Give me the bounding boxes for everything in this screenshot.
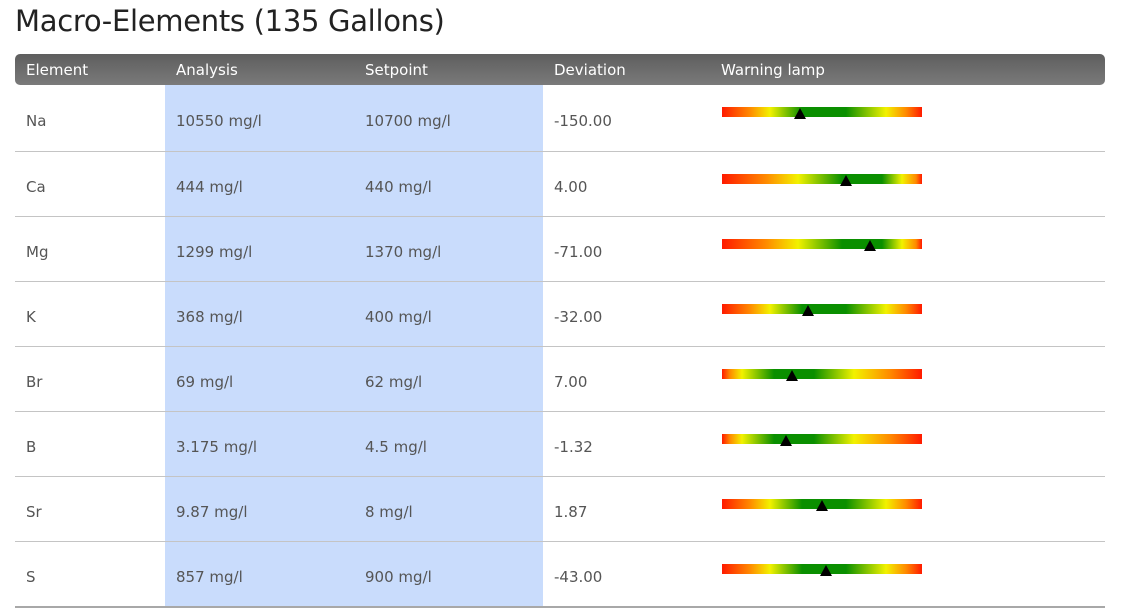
cell-deviation: -1.32 [543,411,710,477]
cell-analysis: 1299 mg/l [165,216,354,282]
table-row: Sr 9.87 mg/l 8 mg/l 1.87 [15,476,1105,542]
warning-lamp-graphic [722,174,922,186]
warning-lamp-graphic [722,304,922,316]
cell-analysis: 368 mg/l [165,281,354,347]
cell-deviation: -71.00 [543,216,710,282]
warning-lamp-gauge [722,434,922,446]
cell-element: B [15,411,165,477]
cell-setpoint: 1370 mg/l [354,216,543,282]
cell-warning-lamp [710,151,1105,217]
cell-element: S [15,541,165,608]
cell-setpoint: 4.5 mg/l [354,411,543,477]
column-header-setpoint[interactable]: Setpoint [354,54,543,85]
cell-deviation: 7.00 [543,346,710,412]
warning-lamp-marker-icon [802,305,814,316]
warning-lamp-bar [722,369,922,379]
table-row: Ca 444 mg/l 440 mg/l 4.00 [15,151,1105,217]
warning-lamp-gauge [722,239,922,251]
cell-warning-lamp [710,281,1105,347]
table-row: Na 10550 mg/l 10700 mg/l -150.00 [15,85,1105,152]
cell-setpoint: 400 mg/l [354,281,543,347]
warning-lamp-bar [722,304,922,314]
page-title: Macro-Elements (135 Gallons) [15,4,445,38]
warning-lamp-gauge [722,107,922,119]
column-header-deviation[interactable]: Deviation [543,54,710,85]
warning-lamp-graphic [722,369,922,381]
cell-warning-lamp [710,216,1105,282]
cell-analysis: 444 mg/l [165,151,354,217]
cell-setpoint: 900 mg/l [354,541,543,608]
warning-lamp-marker-icon [840,175,852,186]
cell-element: Mg [15,216,165,282]
warning-lamp-gauge [722,369,922,381]
cell-analysis: 3.175 mg/l [165,411,354,477]
cell-analysis: 10550 mg/l [165,85,354,152]
macro-elements-table: Element Analysis Setpoint Deviation Warn… [15,54,1105,608]
warning-lamp-graphic [722,239,922,251]
cell-element: Na [15,85,165,152]
cell-deviation: 1.87 [543,476,710,542]
warning-lamp-marker-icon [794,108,806,119]
warning-lamp-bar [722,564,922,574]
warning-lamp-graphic [722,107,922,119]
cell-element: Ca [15,151,165,217]
warning-lamp-marker-icon [786,370,798,381]
cell-deviation: -32.00 [543,281,710,347]
cell-deviation: 4.00 [543,151,710,217]
cell-element: Sr [15,476,165,542]
warning-lamp-graphic [722,434,922,446]
cell-setpoint: 8 mg/l [354,476,543,542]
cell-setpoint: 440 mg/l [354,151,543,217]
cell-element: Br [15,346,165,412]
warning-lamp-gauge [722,564,922,576]
cell-warning-lamp [710,85,1105,152]
cell-element: K [15,281,165,347]
warning-lamp-graphic [722,499,922,511]
cell-setpoint: 62 mg/l [354,346,543,412]
table-body: Na 10550 mg/l 10700 mg/l -150.00 Ca 444 mg/l 4… [15,85,1105,608]
cell-analysis: 857 mg/l [165,541,354,608]
cell-analysis: 9.87 mg/l [165,476,354,542]
table-header-row: Element Analysis Setpoint Deviation Warn… [15,54,1105,85]
column-header-analysis[interactable]: Analysis [165,54,354,85]
table-row: S 857 mg/l 900 mg/l -43.00 [15,541,1105,608]
cell-warning-lamp [710,476,1105,542]
warning-lamp-marker-icon [816,500,828,511]
cell-deviation: -43.00 [543,541,710,608]
warning-lamp-bar [722,174,922,184]
warning-lamp-marker-icon [780,435,792,446]
cell-warning-lamp [710,411,1105,477]
cell-warning-lamp [710,346,1105,412]
cell-analysis: 69 mg/l [165,346,354,412]
cell-deviation: -150.00 [543,85,710,152]
warning-lamp-bar [722,107,922,117]
table-row: Mg 1299 mg/l 1370 mg/l -71.00 [15,216,1105,282]
warning-lamp-gauge [722,499,922,511]
warning-lamp-bar [722,434,922,444]
column-header-warning-lamp[interactable]: Warning lamp [710,54,1105,85]
cell-warning-lamp [710,541,1105,608]
table-row: Br 69 mg/l 62 mg/l 7.00 [15,346,1105,412]
warning-lamp-gauge [722,174,922,186]
table-row: K 368 mg/l 400 mg/l -32.00 [15,281,1105,347]
warning-lamp-marker-icon [864,240,876,251]
cell-setpoint: 10700 mg/l [354,85,543,152]
column-header-element[interactable]: Element [15,54,165,85]
warning-lamp-graphic [722,564,922,576]
table-row: B 3.175 mg/l 4.5 mg/l -1.32 [15,411,1105,477]
warning-lamp-bar [722,239,922,249]
warning-lamp-gauge [722,304,922,316]
